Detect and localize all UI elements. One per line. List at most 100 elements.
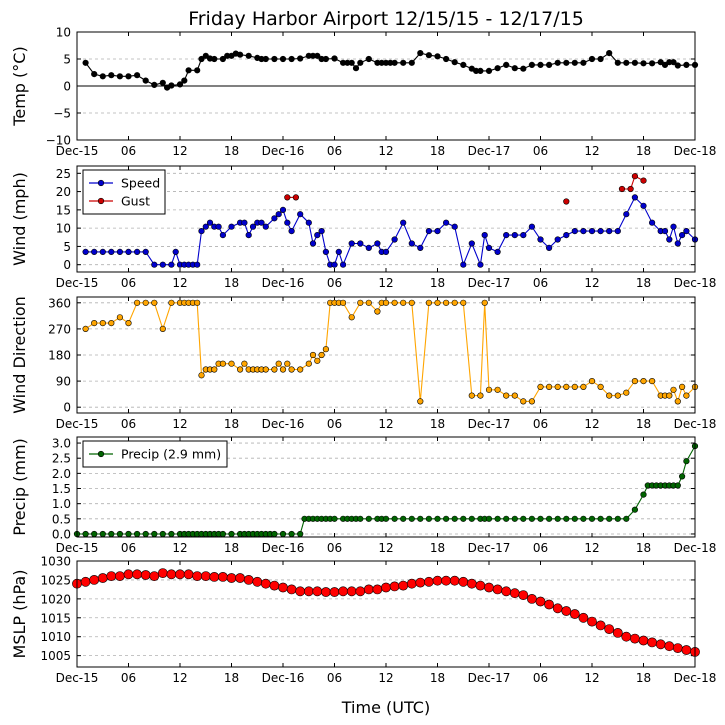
x-tick-label-wind: 18 xyxy=(636,276,651,290)
data-point xyxy=(320,587,331,597)
data-point xyxy=(331,515,338,522)
data-point xyxy=(511,515,518,522)
series-temp-0 xyxy=(82,49,699,91)
data-point xyxy=(305,360,312,367)
data-point xyxy=(554,236,561,243)
data-point xyxy=(116,530,123,538)
data-point xyxy=(606,515,613,522)
data-point xyxy=(279,206,287,213)
data-point xyxy=(235,573,245,583)
y-tick-label-precip: 2.0 xyxy=(52,467,71,481)
x-tick-label-wdir: Dec-16 xyxy=(262,417,305,431)
x-tick-label-wind: Dec-18 xyxy=(674,276,717,290)
data-point xyxy=(284,219,291,226)
y-tick-label-mslp: 1020 xyxy=(40,592,71,606)
data-point xyxy=(226,573,237,583)
data-point xyxy=(537,236,544,243)
data-point xyxy=(245,52,252,59)
y-axis-label-wdir: Wind Direction xyxy=(10,296,29,414)
data-point xyxy=(168,82,175,89)
data-point xyxy=(279,366,287,373)
x-tick-label-mslp: Dec-18 xyxy=(674,671,717,685)
y-tick-label-wind: 0 xyxy=(63,258,71,272)
data-point xyxy=(571,228,578,235)
data-point xyxy=(571,59,578,66)
data-point xyxy=(286,584,297,595)
data-point xyxy=(391,59,398,66)
data-point xyxy=(400,59,407,66)
data-point xyxy=(443,55,450,63)
data-point xyxy=(563,59,570,66)
data-point xyxy=(664,641,675,652)
data-point xyxy=(614,228,621,235)
axes-frame-temp xyxy=(76,31,696,141)
data-point xyxy=(630,633,640,644)
data-point xyxy=(262,55,269,63)
data-point xyxy=(183,569,194,580)
data-point xyxy=(552,603,563,614)
data-point xyxy=(627,185,634,193)
data-point xyxy=(322,346,330,353)
x-tick-label-temp: 06 xyxy=(327,144,342,158)
data-point xyxy=(415,577,426,588)
x-tick-label-wdir: 18 xyxy=(224,417,239,431)
data-point xyxy=(82,325,89,333)
data-point xyxy=(198,55,205,63)
data-point xyxy=(309,240,317,247)
data-point xyxy=(391,299,398,306)
data-point xyxy=(563,232,570,239)
data-point xyxy=(209,572,220,582)
data-point xyxy=(176,81,184,88)
data-point xyxy=(151,261,158,268)
data-point xyxy=(580,59,587,66)
data-point xyxy=(284,360,291,367)
data-point xyxy=(545,61,553,69)
data-point xyxy=(82,248,89,255)
data-point xyxy=(381,582,391,593)
data-point xyxy=(262,223,269,230)
data-point xyxy=(275,360,282,367)
data-point xyxy=(89,575,100,585)
x-tick-label-temp: Dec-17 xyxy=(468,144,511,158)
data-point xyxy=(670,386,677,393)
data-point xyxy=(451,299,458,306)
data-point xyxy=(198,228,205,235)
data-point xyxy=(151,299,158,306)
data-point xyxy=(683,458,690,465)
data-point xyxy=(288,55,295,63)
data-point xyxy=(82,530,89,538)
data-point xyxy=(271,366,278,373)
data-point xyxy=(527,594,537,604)
x-tick-label-mslp: 06 xyxy=(327,671,342,685)
data-point xyxy=(219,530,226,538)
data-point xyxy=(477,67,484,74)
data-point xyxy=(159,261,166,268)
data-point xyxy=(279,55,287,63)
data-point xyxy=(670,59,677,66)
data-point xyxy=(544,599,554,610)
data-point xyxy=(485,67,493,74)
data-point xyxy=(631,194,639,201)
data-point xyxy=(468,240,475,247)
data-point xyxy=(80,576,91,587)
data-point xyxy=(587,616,597,627)
data-point xyxy=(91,530,98,538)
data-point xyxy=(545,383,553,391)
x-tick-label-wind: 12 xyxy=(584,276,599,290)
y-tick-label-wind: 25 xyxy=(56,167,71,181)
x-tick-label-temp: 06 xyxy=(121,144,136,158)
data-point xyxy=(108,72,115,79)
data-point xyxy=(640,177,647,184)
data-point xyxy=(365,299,372,306)
data-point xyxy=(648,60,656,67)
data-point xyxy=(309,351,317,359)
data-point xyxy=(391,236,398,243)
data-point xyxy=(185,67,192,74)
x-tick-label-wind: 12 xyxy=(172,276,187,290)
x-tick-label-mslp: Dec-16 xyxy=(262,671,305,685)
series-wdir-0 xyxy=(82,299,699,405)
y-tick-label-temp: −10 xyxy=(46,134,71,148)
data-point xyxy=(571,383,578,391)
data-point xyxy=(278,582,288,593)
data-point xyxy=(503,515,510,522)
